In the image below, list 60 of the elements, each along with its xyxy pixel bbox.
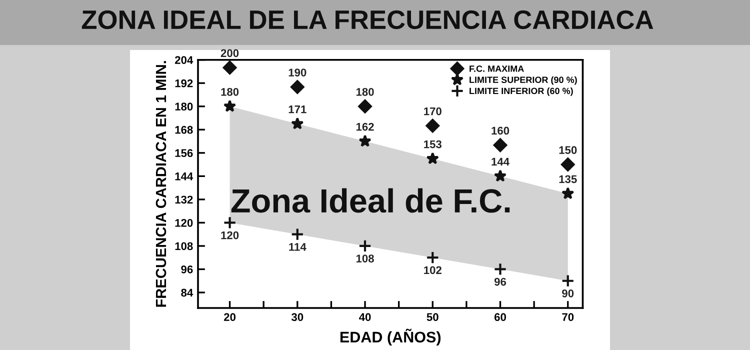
data-label: 150 <box>559 146 577 154</box>
point <box>494 262 507 276</box>
data-label: 108 <box>356 254 374 262</box>
point <box>358 99 372 114</box>
y-tick-label: 108 <box>175 242 193 250</box>
y-tick-label: 132 <box>175 196 193 204</box>
y-tick-label: 120 <box>175 218 193 227</box>
y-tick-label: 84 <box>181 288 194 297</box>
data-label: 96 <box>494 278 506 286</box>
data-label: 200 <box>220 49 239 58</box>
point <box>561 274 574 288</box>
x-axis-title: EDAD (AÑOS) <box>340 328 441 346</box>
point <box>562 187 574 200</box>
point <box>358 239 372 253</box>
data-label: 160 <box>492 126 510 135</box>
y-tick-label: 156 <box>175 149 193 158</box>
x-tick-label: 20 <box>224 313 236 322</box>
data-label: 120 <box>221 231 239 240</box>
y-tick-label: 168 <box>175 126 193 134</box>
point <box>358 134 372 147</box>
point <box>290 228 304 241</box>
legend-label: LIMITE SUPERIOR (90 %) <box>470 76 577 85</box>
data-label: 171 <box>288 106 306 114</box>
data-label: 153 <box>424 140 442 148</box>
data-label: 170 <box>424 107 442 116</box>
y-tick-label: 144 <box>175 172 194 180</box>
legend-label: LIMITE INFERIOR (60 %) <box>470 88 573 96</box>
point <box>290 80 304 94</box>
y-tick-label: 180 <box>175 102 193 111</box>
x-tick-label: 40 <box>359 313 371 322</box>
y-tick-label: 204 <box>174 56 194 64</box>
x-tick-label: 50 <box>426 313 438 322</box>
y-tick-label: 96 <box>181 265 193 274</box>
chart-title: ZONA IDEAL DE LA FRECUENCIA CARDIACA <box>82 10 654 30</box>
data-label: 162 <box>356 122 374 131</box>
data-label: 135 <box>559 175 577 184</box>
point <box>426 250 440 264</box>
data-label: 180 <box>356 88 374 96</box>
data-label: 102 <box>424 266 442 274</box>
x-tick-label: 60 <box>494 313 506 322</box>
data-label: 114 <box>289 243 306 251</box>
legend-label: F.C. MAXIMA <box>470 66 524 72</box>
point <box>426 152 439 164</box>
point <box>426 118 440 133</box>
y-axis-title: FRECUENCIA CARDIACA EN 1 MIN. <box>156 61 166 307</box>
point <box>223 100 236 112</box>
y-tick-label: 192 <box>175 79 193 88</box>
data-label: 144 <box>492 158 510 166</box>
data-label: 90 <box>562 289 574 298</box>
point <box>223 216 236 230</box>
point <box>560 158 575 172</box>
point <box>222 60 237 75</box>
annotation: Zona Ideal de F.C. <box>231 188 510 213</box>
x-tick-label: 70 <box>562 313 574 322</box>
data-label: 190 <box>288 68 306 76</box>
point <box>494 170 507 182</box>
point <box>291 117 304 130</box>
x-tick-label: 30 <box>291 313 304 322</box>
data-label: 180 <box>221 88 239 96</box>
point <box>493 138 508 152</box>
